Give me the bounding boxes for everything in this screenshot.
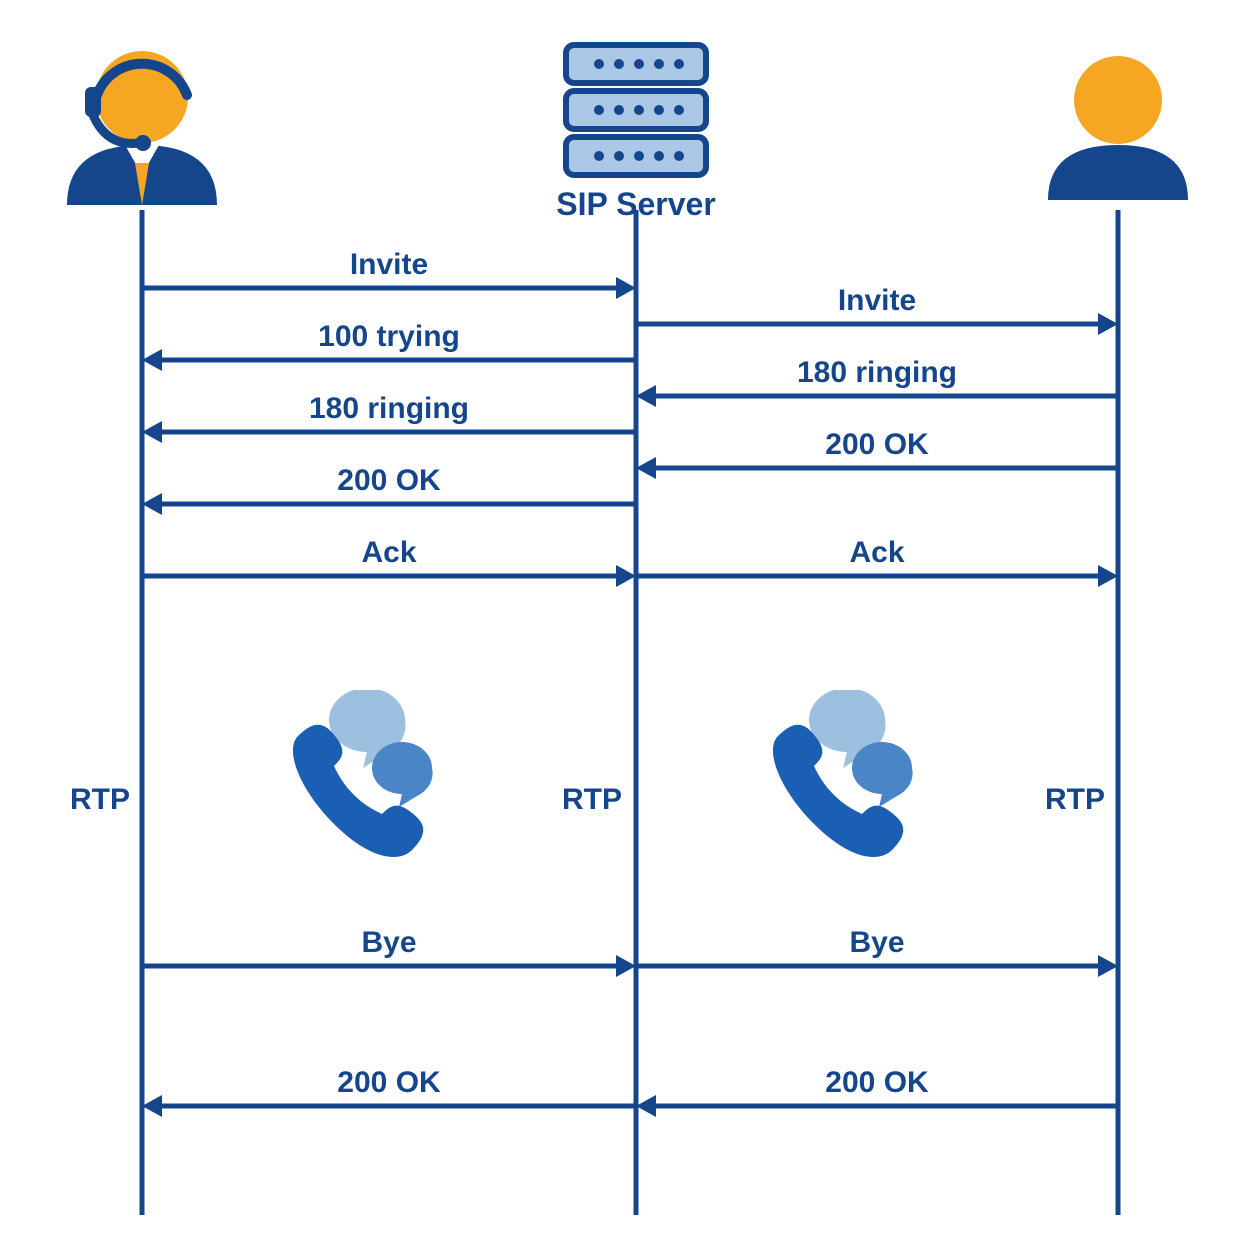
message-label: Invite xyxy=(350,248,428,282)
rtp-label: RTP xyxy=(70,783,130,817)
sip-server-icon xyxy=(551,35,721,185)
sip-sequence-diagram: SIP Server Invite 100 trying 180 ringing 20… xyxy=(0,0,1260,1245)
caller-agent-icon xyxy=(47,25,237,215)
call-chat-icon xyxy=(260,690,460,870)
message-label: 180 ringing xyxy=(797,356,957,390)
message-label: Bye xyxy=(361,926,416,960)
message-label: Ack xyxy=(849,536,904,570)
call-chat-icon xyxy=(740,690,940,870)
rtp-label: RTP xyxy=(562,783,622,817)
message-label: Invite xyxy=(838,284,916,318)
message-label: 200 OK xyxy=(337,1066,440,1100)
rtp-label: RTP xyxy=(1045,783,1105,817)
message-label: 200 OK xyxy=(337,464,440,498)
message-label: 100 trying xyxy=(318,320,460,354)
callee-user-icon xyxy=(1033,35,1203,205)
message-label: Bye xyxy=(849,926,904,960)
message-label: 180 ringing xyxy=(309,392,469,426)
message-label: Ack xyxy=(361,536,416,570)
message-label: 200 OK xyxy=(825,1066,928,1100)
sip-server-label: SIP Server xyxy=(556,186,716,223)
message-label: 200 OK xyxy=(825,428,928,462)
